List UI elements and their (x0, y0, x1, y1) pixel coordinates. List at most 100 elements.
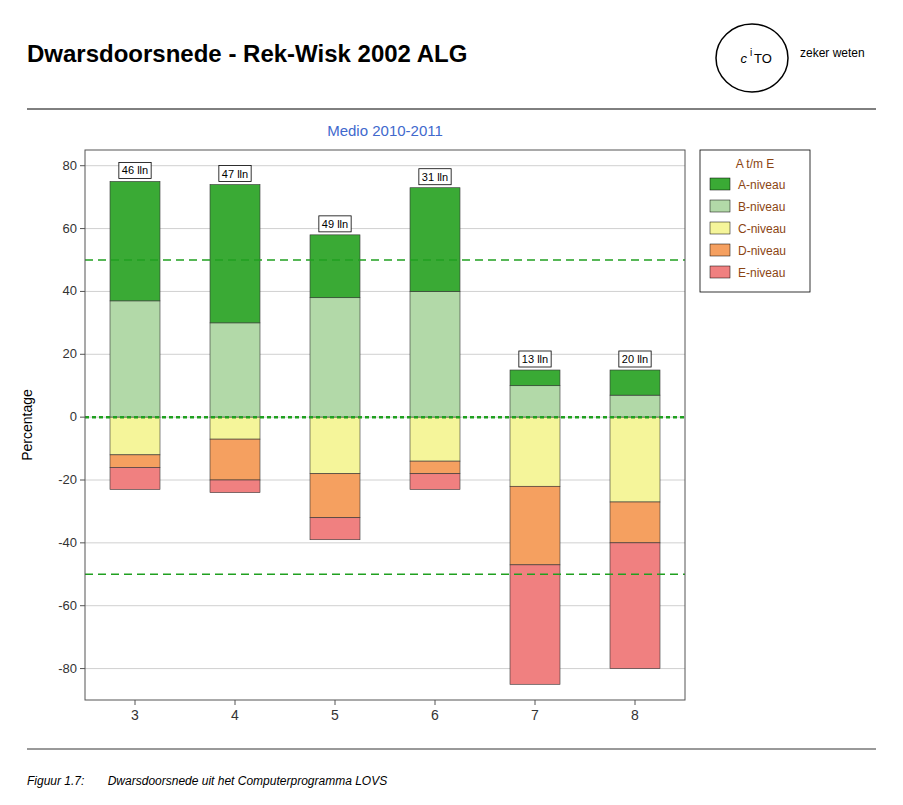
bar-segment (210, 480, 260, 493)
bar-segment (210, 417, 260, 439)
tick-label: 6 (431, 707, 439, 723)
annotation-text: 46 lln (122, 164, 148, 176)
bar-segment (510, 386, 560, 417)
tick-label: 80 (63, 158, 77, 173)
tick-label: 4 (231, 707, 239, 723)
legend-entry: A-niveau (738, 178, 785, 192)
grid-line (85, 165, 685, 166)
tick-label: -60 (58, 598, 77, 613)
tick-label: -80 (58, 661, 77, 676)
subtitle: Medio 2010-2011 (327, 122, 443, 139)
legend-swatch (710, 266, 730, 278)
annotation-box (219, 166, 251, 182)
tick-mark (80, 354, 85, 355)
tick-label: 40 (63, 283, 77, 298)
reference-line (85, 259, 685, 261)
grid-line (85, 228, 685, 229)
tick-mark (80, 165, 85, 166)
annotations: 46 lln 47 lln 49 lln 31 lln 13 lln 20 lln (119, 162, 651, 367)
bar-segment (210, 185, 260, 323)
tick-mark (80, 228, 85, 229)
bar-segment (110, 301, 160, 417)
tick-label: 7 (531, 707, 539, 723)
bar-segment (310, 417, 360, 474)
tick-mark (80, 605, 85, 606)
bar-segment (510, 565, 560, 684)
bar-segment (310, 474, 360, 518)
bar-segment (310, 235, 360, 298)
bar-segment (610, 370, 660, 395)
grid (85, 166, 685, 669)
bar-segment (310, 518, 360, 540)
grid-line (85, 480, 685, 481)
chart: Dwarsdoorsnede - Rek-Wisk 2002 ALGciTOze… (0, 0, 903, 805)
tick-mark (235, 700, 236, 705)
bar-segment (110, 181, 160, 300)
bar-segment (410, 417, 460, 461)
annotation: 49 lln (319, 216, 351, 232)
bars (85, 181, 685, 684)
bar-segment (410, 291, 460, 417)
bar-segment (610, 395, 660, 417)
logo-text: TO (754, 51, 772, 66)
annotation-text: 49 lln (322, 218, 348, 230)
annotation-box (419, 169, 451, 185)
header-rule (27, 109, 876, 110)
annotation-text: 20 lln (622, 353, 648, 365)
tick-label: 8 (631, 707, 639, 723)
legend-swatch (710, 222, 730, 234)
bar-segment (610, 502, 660, 543)
bar-segment (510, 486, 560, 565)
tick-label: 20 (63, 346, 77, 361)
logo-text: i (750, 47, 752, 58)
annotation-box (519, 351, 551, 367)
legend-entry: B-niveau (738, 200, 785, 214)
tick-mark (80, 542, 85, 543)
tick-mark (80, 291, 85, 292)
tick-label: 0 (70, 409, 77, 424)
bar-segment (410, 474, 460, 490)
legend: A t/m EA-niveauB-niveauC-niveauD-niveauE… (700, 150, 810, 292)
grid-line (85, 354, 685, 355)
y-axis-label: Percentage (19, 389, 35, 461)
annotation-text: 13 lln (522, 353, 548, 365)
bar-segment (310, 298, 360, 417)
annotation: 13 lln (519, 351, 551, 367)
x-axis: 345678 (131, 700, 639, 723)
bar-segment (610, 417, 660, 502)
tick-mark (635, 700, 636, 705)
grid-line (85, 668, 685, 669)
tick-mark (435, 700, 436, 705)
title: Dwarsdoorsnede - Rek-Wisk 2002 ALG (27, 40, 467, 67)
legend-entry: C-niveau (738, 222, 786, 236)
grid-line (85, 291, 685, 292)
tick-mark (535, 700, 536, 705)
grid-line (85, 417, 685, 418)
legend-swatch (710, 178, 730, 190)
logo-ellipse (716, 24, 788, 92)
annotation-text: 47 lln (222, 168, 248, 180)
plot-frame (85, 150, 685, 700)
grid-line (85, 605, 685, 606)
caption: Figuur 1.7: Dwarsdoorsnede uit het Compu… (27, 774, 387, 788)
legend-entry: D-niveau (738, 244, 786, 258)
bar-segment (510, 417, 560, 486)
grid-line (85, 542, 685, 543)
tick-label: -40 (58, 535, 77, 550)
annotation-box (319, 216, 351, 232)
logo: ciTOzeker weten (716, 24, 865, 92)
tick-mark (80, 417, 85, 418)
tick-mark (80, 480, 85, 481)
bar-segment (210, 323, 260, 417)
annotation-box (619, 351, 651, 367)
annotation: 47 lln (219, 166, 251, 182)
annotation-text: 31 lln (422, 171, 448, 183)
tick-label: 60 (63, 221, 77, 236)
logo-tagline: zeker weten (800, 46, 865, 60)
y-axis: -80-60-40-20020406080 (58, 158, 85, 676)
tick-label: 3 (131, 707, 139, 723)
bar-segment (210, 439, 260, 480)
tick-mark (80, 668, 85, 669)
caption-rule (27, 749, 876, 750)
annotation: 20 lln (619, 351, 651, 367)
